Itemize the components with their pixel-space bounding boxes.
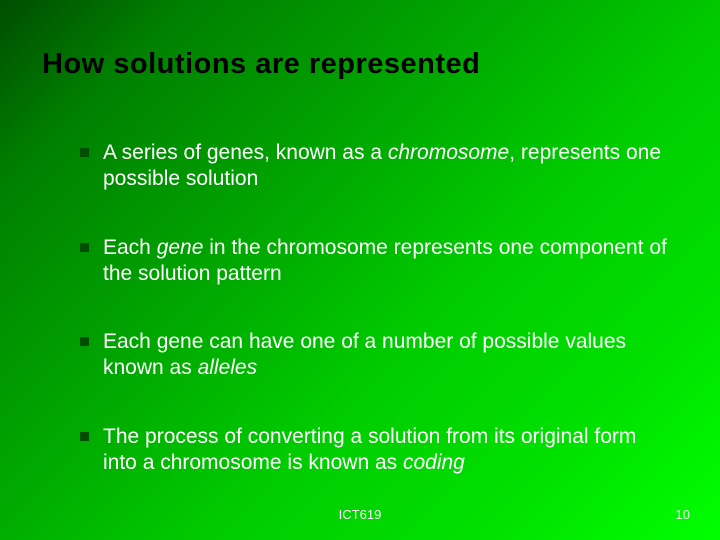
bullet-text-em: chromosome xyxy=(388,141,509,164)
slide-title: How solutions are represented xyxy=(42,48,480,81)
bullet-text: The process of converting a solution fro… xyxy=(103,424,670,477)
bullet-text: A series of genes, known as a chromosome… xyxy=(103,140,670,193)
bullet-text: Each gene can have one of a number of po… xyxy=(103,329,670,382)
bullet-text: Each gene in the chromosome represents o… xyxy=(103,235,670,288)
bullet-text-pre: The process of converting a solution fro… xyxy=(103,425,636,474)
square-bullet-icon xyxy=(80,432,89,441)
square-bullet-icon xyxy=(80,337,89,346)
square-bullet-icon xyxy=(80,243,89,252)
footer-course-code: ICT619 xyxy=(0,507,720,522)
slide: How solutions are represented A series o… xyxy=(0,0,720,540)
bullet-item: The process of converting a solution fro… xyxy=(80,424,670,477)
bullet-item: Each gene can have one of a number of po… xyxy=(80,329,670,382)
bullet-text-pre: A series of genes, known as a xyxy=(103,141,388,164)
bullet-item: A series of genes, known as a chromosome… xyxy=(80,140,670,193)
bullet-text-em: alleles xyxy=(198,356,258,379)
bullet-item: Each gene in the chromosome represents o… xyxy=(80,235,670,288)
bullet-text-pre: Each gene can have one of a number of po… xyxy=(103,330,626,379)
bullet-text-em: gene xyxy=(157,236,204,259)
bullet-list: A series of genes, known as a chromosome… xyxy=(80,140,670,518)
bullet-text-pre: Each xyxy=(103,236,157,259)
footer-page-number: 10 xyxy=(676,507,690,522)
square-bullet-icon xyxy=(80,148,89,157)
bullet-text-em: coding xyxy=(403,451,465,474)
